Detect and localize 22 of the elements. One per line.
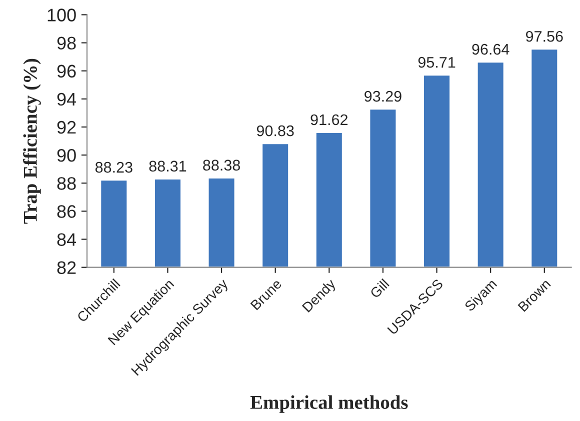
y-tick-label: 86 xyxy=(57,205,76,218)
y-tick-label: 90 xyxy=(57,149,76,162)
y-axis-title: Trap Efficiency (%) xyxy=(23,58,41,224)
data-label: 88.23 xyxy=(95,162,132,173)
y-tick-label: 84 xyxy=(57,233,76,246)
y-tick-label: 94 xyxy=(57,92,76,106)
y-tick-label: 92 xyxy=(57,120,76,134)
x-tick-label: Gill xyxy=(369,278,390,299)
y-tick-label: 88 xyxy=(57,177,76,190)
x-axis-title: Empirical methods xyxy=(250,395,408,413)
data-label: 97.56 xyxy=(526,30,563,42)
data-label: 93.29 xyxy=(364,90,402,102)
data-label: 88.31 xyxy=(149,160,186,172)
y-tick-label: 100 xyxy=(48,8,76,22)
y-tick-label: 82 xyxy=(57,261,76,274)
data-label: 90.83 xyxy=(256,125,294,136)
y-tick-label: 96 xyxy=(57,64,76,78)
data-label: 96.64 xyxy=(472,44,510,55)
data-label: 88.38 xyxy=(203,160,240,171)
data-label: 95.71 xyxy=(418,56,456,68)
y-tick-label: 98 xyxy=(57,36,76,50)
data-label: 91.62 xyxy=(310,114,348,126)
